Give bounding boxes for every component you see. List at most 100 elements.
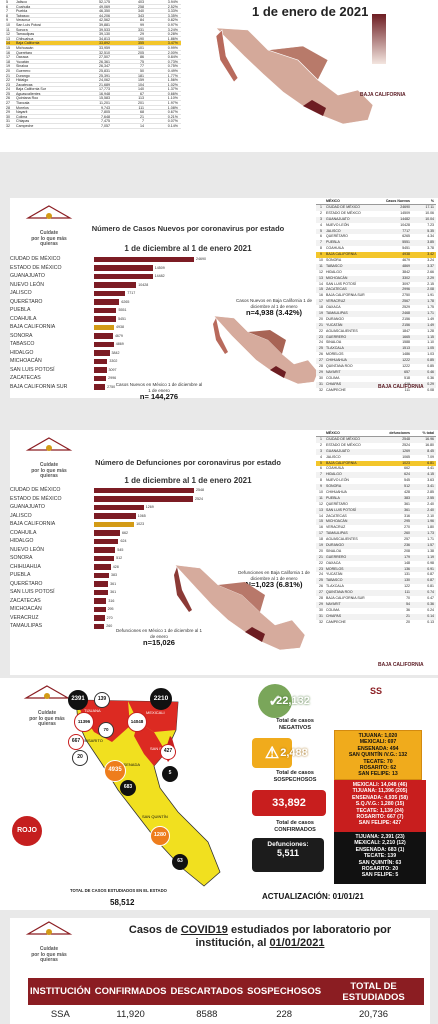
side-table-cell: 2.85: [427, 490, 434, 495]
logo-line1: Cuídate: [39, 230, 59, 236]
table-cell: 0.82%: [167, 18, 178, 23]
logo-line3: más quieras: [40, 467, 67, 479]
table-row: 27 Tlaxcala 11,201 201 1.97%: [6, 101, 181, 106]
side-table-cell: 0.14: [427, 613, 434, 618]
table-cell: 24: [6, 87, 10, 92]
side-table-row: 28 QUINTANA ROO 1222 0.85: [316, 364, 436, 370]
side-table-cell: COAHUILA: [326, 466, 344, 471]
side-table-row: 25 TLAXCALA 1513 1.05: [316, 346, 436, 353]
bar-value: 6265: [121, 299, 130, 304]
deaths-side-table: MÉXICO defunciones % total 1 CIUDAD DE MÉXIC…: [316, 430, 436, 626]
side-table-cell: QUINTANA ROO: [326, 364, 353, 369]
city-line: TIJUANA: 2,391 (23): [355, 834, 405, 840]
bar-value: 2996: [108, 376, 117, 380]
table-cell: 403: [138, 0, 144, 4]
side-table-cell: TABASCO: [326, 263, 343, 268]
bar-row: HIDALGO 624: [10, 537, 210, 546]
city-line: TECATE: 139: [363, 853, 397, 860]
bar-row: SONORA 512: [10, 554, 210, 563]
side-table-cell: CHIAPAS: [326, 613, 342, 618]
bar-value: 1065: [137, 513, 146, 518]
side-table-cell: 12: [319, 501, 323, 506]
logo-line1: Cuídate: [39, 462, 59, 468]
side-table-cell: 9: [320, 252, 322, 257]
table-cell: 1.37%: [167, 87, 178, 92]
side-table-cell: 7.23: [427, 222, 434, 227]
table-row: 25 Aguascalientes 16,948 67 0.66%: [6, 92, 181, 97]
side-table-cell: 5.35: [427, 228, 434, 233]
side-table-row: 19 DURANGO 236 1.57: [316, 543, 436, 549]
table-cell: 340: [138, 9, 144, 14]
table-cell: 1.02%: [167, 82, 178, 87]
table-row: 5 Jalisco 52,175 403 3.94%: [6, 0, 181, 5]
bar-value: 4938: [116, 325, 124, 329]
side-table-cell: QUERÉTARO: [326, 234, 348, 239]
city-line: SAN FELIPE: 13: [358, 771, 398, 778]
side-table-cell: 14: [319, 513, 323, 518]
side-table-row: 25 TABASCO 130 0.87: [316, 578, 436, 585]
side-table-cell: 22: [319, 328, 323, 333]
map-label-tijuana: TIJUANA: [84, 708, 101, 713]
side-table-cell: 179: [404, 554, 410, 559]
table-cell: 159: [138, 78, 144, 83]
panel-deaths: Cuídate por lo que más quieras Número de …: [10, 430, 438, 675]
side-table-cell: 14509: [400, 210, 410, 215]
side-table-cell: TABASCO: [326, 578, 343, 583]
table-row: 26 Quintana Roo 15,583 113 1.10%: [6, 96, 181, 102]
table-cell: 68: [140, 110, 144, 115]
side-table-cell: 1665: [402, 334, 410, 339]
side-table-cell: 3: [320, 216, 322, 221]
pin-sanquintin-deaths: 63: [172, 854, 188, 870]
table-cell: 111: [138, 105, 144, 110]
side-table-cell: SAN LUIS POTOSÍ: [326, 507, 357, 512]
side-table-cell: 2548: [402, 437, 410, 441]
side-table-cell: 36: [406, 607, 410, 612]
bar-label: COAHUILA: [10, 529, 37, 536]
side-table-row: 26 TLAXCALA 122 0.81: [316, 584, 436, 590]
table-cell: 0.07%: [167, 119, 178, 124]
lab-header-cell: TOTAL DE ESTUDIADOS: [323, 978, 424, 1005]
side-table-cell: 0.13: [427, 619, 434, 624]
side-table-cell: TLAXCALA: [326, 584, 344, 589]
side-table-cell: 1.10: [427, 340, 434, 345]
table-cell: Sinaloa: [16, 64, 28, 69]
pin-tijuana-deaths: 2391: [68, 690, 88, 710]
side-table-cell: 7.09: [427, 454, 434, 459]
side-table-cell: NUEVO LEÓN: [326, 222, 349, 227]
bar-row: COAHUILA 662: [10, 529, 210, 538]
side-table-cell: 27: [319, 358, 323, 363]
bc-logo-2: BAJA CALIFORNIA: [378, 384, 424, 390]
table-row: 16 Querétaro 32,510 205 2.00%: [6, 51, 181, 56]
table-cell: 7: [142, 119, 144, 124]
side-table-cell: 6.81: [427, 460, 434, 465]
defunciones-box: Defunciones: 5,511: [252, 838, 324, 872]
side-table-cell: 1.73: [427, 531, 434, 536]
bar-label: HIDALGO: [10, 538, 34, 544]
side-table-row: 29 NAYARIT 657 0.46: [316, 369, 436, 376]
table-cell: Sonora: [16, 27, 28, 32]
bar-label: SONORA: [10, 332, 33, 339]
side-table-cell: 54: [406, 601, 410, 606]
table-cell: 7,648: [101, 114, 110, 119]
side-table-cell: 13: [319, 275, 323, 280]
side-table-cell: COLIMA: [326, 375, 340, 380]
table-cell: 16,948: [99, 91, 110, 96]
side-table-row: 24 SINALOA 1588 1.10: [316, 340, 436, 346]
city-line: MEXICALI: 2,210 (12): [354, 840, 406, 847]
side-table-cell: 1847: [402, 328, 410, 333]
bc-note: Casos Nuevos en Baja California 1 de dic…: [234, 298, 314, 317]
side-table-row: 21 GUERRERO 179 1.19: [316, 554, 436, 561]
side-table-row: 20 DURANGO 2156 1.49: [316, 317, 436, 323]
side-table-cell: TAMAULIPAS: [326, 531, 348, 536]
table-cell: Yucatán: [16, 59, 29, 64]
bar: [94, 572, 110, 578]
side-table-cell: 25: [319, 578, 323, 583]
side-table-cell: 2: [320, 210, 322, 215]
side-table-cell: 0.87: [427, 578, 434, 583]
sospechosos-value: 2,488: [280, 747, 308, 759]
side-table-cell: 6: [320, 466, 322, 471]
bar-value: 361: [110, 581, 117, 586]
bar-value: 2524: [195, 496, 204, 501]
side-table-row: 10 CHIHUAHUA 428 2.85: [316, 490, 436, 496]
table-cell: Hidalgo: [16, 78, 29, 83]
